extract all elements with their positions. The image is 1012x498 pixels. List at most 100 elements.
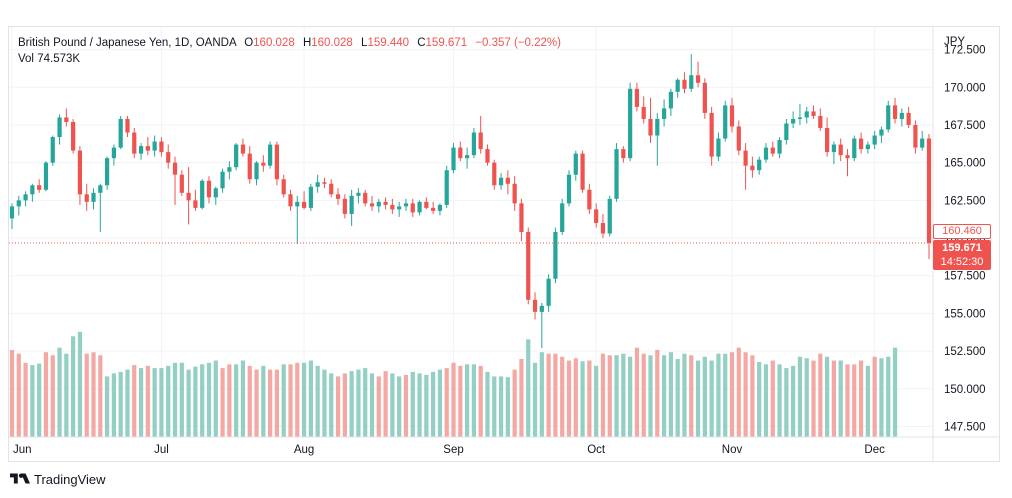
candle — [132, 127, 137, 159]
candle-body — [485, 149, 490, 163]
candle-body — [390, 204, 395, 210]
volume-bar — [458, 365, 463, 437]
candle — [315, 174, 320, 193]
candle-body — [71, 121, 76, 151]
candle-body — [668, 91, 673, 109]
candle — [566, 170, 572, 207]
footer[interactable]: TradingView — [10, 471, 106, 487]
candle-body — [234, 144, 239, 168]
volume-bar — [546, 353, 551, 437]
candle-body — [519, 203, 524, 232]
candle — [431, 201, 436, 214]
candle-body — [736, 126, 741, 151]
candle — [587, 183, 592, 214]
volume-bar — [437, 369, 443, 437]
candle-body — [743, 150, 748, 166]
volume-bar — [621, 353, 626, 437]
volume-bar — [661, 355, 667, 437]
volume-bar — [614, 355, 619, 437]
volume-bar — [879, 358, 884, 437]
candle — [118, 115, 123, 150]
volume-bar — [118, 371, 123, 437]
candle — [390, 198, 395, 214]
candle-body — [892, 105, 898, 119]
candle — [281, 174, 286, 198]
candle — [301, 191, 307, 210]
candle — [628, 82, 633, 162]
volume-bar — [227, 364, 232, 437]
high-label: H — [302, 37, 312, 49]
y-tick-label: 155.000 — [944, 308, 986, 320]
candle-body — [403, 203, 409, 207]
candle — [43, 161, 49, 192]
candle — [498, 173, 504, 190]
candle-body — [899, 112, 904, 119]
candle — [614, 143, 619, 202]
candle — [892, 97, 898, 124]
volume-bar — [104, 376, 110, 437]
volume-bar — [220, 368, 225, 437]
candle — [600, 213, 606, 239]
candle-body — [301, 201, 307, 208]
candle-body — [566, 174, 572, 204]
candle-body — [43, 162, 49, 190]
x-tick-label: Dec — [864, 444, 885, 456]
volume-bar — [553, 353, 558, 437]
candle — [621, 146, 626, 163]
volume-bar — [532, 362, 538, 437]
volume-bar — [886, 356, 891, 437]
x-tick-label: Jul — [154, 444, 169, 456]
volume-bar — [607, 355, 612, 437]
candle-body — [512, 183, 517, 204]
volume-bar — [600, 353, 606, 437]
candle-body — [193, 200, 198, 208]
candle-body — [689, 75, 694, 89]
candle-body — [227, 167, 232, 172]
volume-bar — [23, 362, 28, 437]
volume-bar — [505, 377, 510, 437]
candle — [342, 194, 347, 219]
candle — [777, 137, 782, 159]
candle-body — [247, 153, 252, 180]
volume-bar — [172, 362, 178, 437]
volume-bar — [342, 373, 347, 437]
candle-body — [261, 162, 266, 166]
candle — [736, 120, 741, 156]
candle-body — [634, 88, 640, 107]
candle-body — [91, 192, 96, 202]
volume-bar — [872, 356, 877, 437]
candle — [872, 131, 877, 150]
candle — [825, 117, 830, 157]
candle — [634, 82, 640, 112]
candle-body — [838, 144, 843, 156]
volume-bar — [268, 369, 273, 437]
volume-bar — [16, 353, 21, 437]
volume-bar — [329, 373, 334, 437]
volume-label: Vol — [18, 53, 34, 65]
candle — [295, 195, 300, 245]
candle-body — [628, 88, 633, 159]
candle-body — [417, 201, 422, 213]
candle — [172, 156, 178, 205]
candle-body — [655, 118, 660, 136]
candle — [240, 138, 246, 157]
close-value: 159.671 — [425, 37, 468, 49]
candle-body — [118, 118, 123, 148]
low-value: 159.440 — [367, 37, 410, 49]
candle-body — [526, 232, 531, 300]
candle-body — [77, 150, 83, 195]
candle — [159, 137, 164, 157]
volume-bar — [274, 369, 280, 437]
x-tick-label: Oct — [587, 444, 606, 456]
candle-body — [335, 194, 341, 199]
candle — [84, 183, 89, 211]
volume-bar — [77, 331, 83, 437]
candle-body — [845, 155, 850, 159]
volume-bar — [186, 369, 191, 437]
candle — [451, 143, 456, 174]
candle-body — [329, 183, 334, 195]
candle — [77, 146, 83, 205]
volume-bar — [695, 360, 701, 437]
candle — [50, 135, 55, 166]
